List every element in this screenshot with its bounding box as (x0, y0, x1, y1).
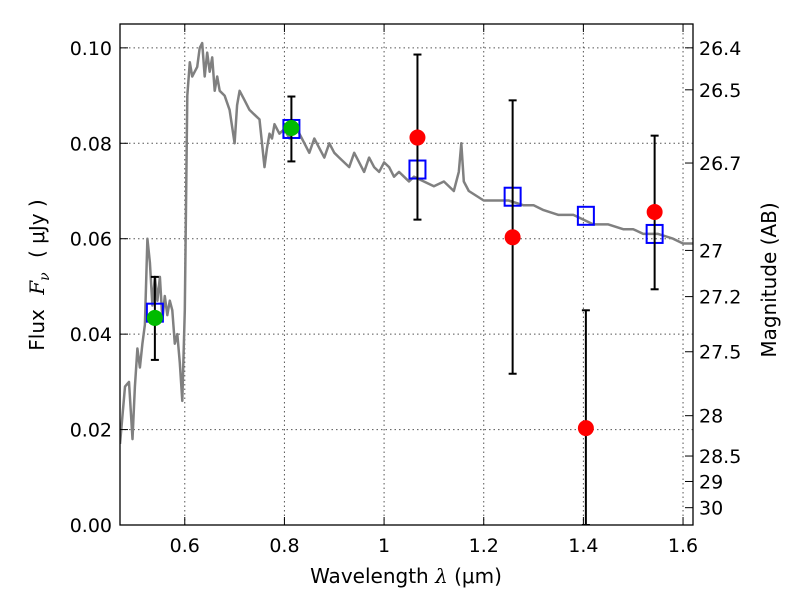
y2-tick-label: 30 (699, 498, 723, 520)
y-tick-label: 0.00 (70, 515, 112, 537)
x-tick-label: 0.6 (170, 535, 200, 557)
x-tick-label: 1.6 (668, 535, 698, 557)
green-photometry-marker (146, 309, 163, 326)
y-tick-label: 0.06 (70, 229, 112, 251)
x-axis-label-unit: (μm) (454, 564, 502, 588)
y2-tick-label: 27 (699, 240, 723, 262)
plot-area (120, 41, 693, 525)
x-axis: 0.6 0.8 1 1.2 1.4 1.6 (170, 24, 698, 557)
y-axis-label-prefix: Flux (25, 309, 49, 351)
y2-axis-label: Magnitude (AB) (757, 202, 781, 357)
x-axis-label-prefix: Wavelength (310, 564, 429, 588)
x-axis-label-symbol: λ (434, 564, 448, 588)
y-tick-label: 0.08 (70, 133, 112, 155)
x-tick-label: 1.2 (469, 535, 499, 557)
y2-tick-label: 28.5 (699, 446, 741, 468)
y2-tick-label: 29 (699, 471, 723, 493)
y2-tick-label: 26.4 (699, 38, 741, 60)
grid (120, 24, 693, 525)
y2-tick-label: 26.5 (699, 80, 741, 102)
y-tick-label: 0.04 (70, 324, 112, 346)
y-tick-label: 0.02 (70, 420, 112, 442)
y2-tick-label: 26.7 (699, 153, 741, 175)
model-photometry-square (576, 205, 595, 226)
y-axis-label-subscript: ν (37, 272, 53, 281)
y2-tick-label: 27.2 (699, 287, 741, 309)
x-tick-label: 0.8 (269, 535, 299, 557)
y2-tick-label: 27.5 (699, 342, 741, 364)
y-tick-label: 0.10 (70, 38, 112, 60)
y-axis-label-unit: ( μJy ) (25, 199, 49, 258)
red-photometry-marker (504, 229, 521, 246)
red-photometry-marker (646, 203, 663, 220)
green-photometry-marker (283, 120, 300, 137)
y-axis-label: Flux Fν ( μJy ) (25, 199, 54, 350)
red-photometry-marker (577, 420, 594, 437)
y2-tick-label: 28 (699, 406, 723, 428)
y2-axis: 26.4 26.5 26.7 27 27.2 27.5 28 28.5 29 30 (685, 38, 741, 520)
x-tick-label: 1 (378, 535, 390, 557)
red-photometry-marker (409, 129, 426, 146)
y-axis: 0.00 0.02 0.04 0.06 0.08 0.10 (70, 38, 128, 537)
model-spectrum-line (120, 41, 693, 445)
x-axis-label: Wavelength λ (μm) (310, 564, 502, 588)
plot-frame (119, 23, 694, 526)
x-tick-label: 1.4 (568, 535, 598, 557)
y-axis-label-symbol: F (25, 280, 49, 296)
